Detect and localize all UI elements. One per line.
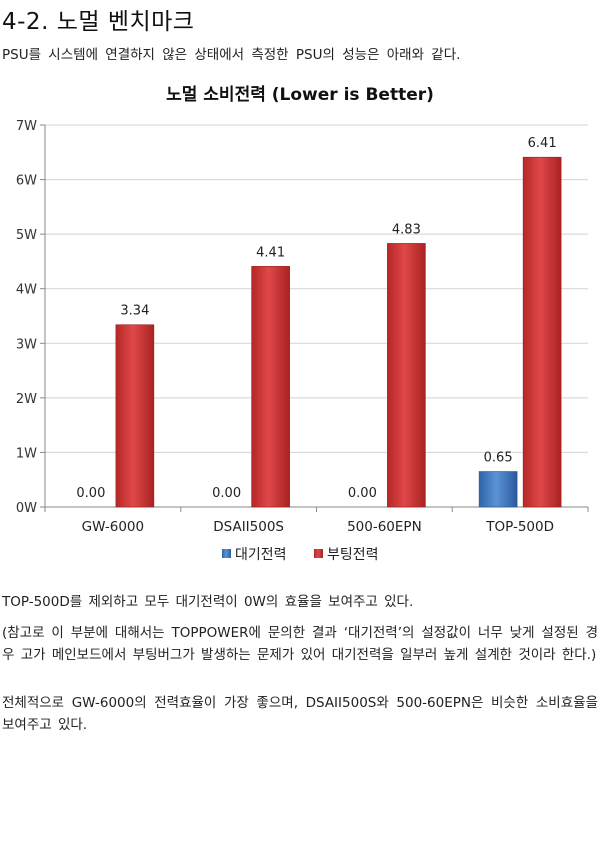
data-labels: 0.00 3.34 0.00 4.41 0.00 4.83 0.65 6.41 <box>76 136 556 501</box>
y-tick-label: 7W <box>16 119 37 134</box>
paragraph-3: 전체적으로 GW-6000의 전력효율이 가장 좋으며, DSAII500S와 … <box>2 695 598 733</box>
legend-swatch-boot <box>314 549 323 558</box>
x-tick-label: DSAII500S <box>213 519 284 535</box>
intro-text: PSU를 시스템에 연결하지 않은 상태에서 측정한 PSU의 성능은 아래와 … <box>2 47 461 63</box>
legend: 대기전력 부팅전력 <box>222 547 379 563</box>
data-label: 6.41 <box>528 136 557 151</box>
bar-boot-1 <box>251 266 290 508</box>
paragraph-2: (참고로 이 부분에 대해서는 TOPPOWER에 문의한 결과 ‘대기전력’의… <box>2 625 598 663</box>
y-tick-label: 0W <box>16 501 37 516</box>
y-tick-label: 2W <box>16 392 37 407</box>
bar-standby-3 <box>478 471 518 508</box>
data-label: 4.41 <box>256 245 285 260</box>
data-label: 0.00 <box>212 486 241 501</box>
legend-swatch-standby <box>222 549 231 558</box>
power-chart: 노멀 소비전력 (Lower is Better) 0W 1W 2W 3W 4W 5W 6W… <box>0 72 600 582</box>
legend-label: 대기전력 <box>235 547 287 563</box>
bar-boot-2 <box>387 243 426 508</box>
y-tick-label: 5W <box>16 228 37 243</box>
y-tick-label: 4W <box>16 283 37 298</box>
bar-boot-3 <box>522 156 562 508</box>
data-label: 3.34 <box>120 304 149 319</box>
x-tick-label: GW-6000 <box>82 519 145 535</box>
data-label: 0.65 <box>484 451 513 466</box>
bars <box>115 156 562 508</box>
power-chart-svg: 노멀 소비전력 (Lower is Better) 0W 1W 2W 3W 4W 5W 6W… <box>16 84 589 563</box>
legend-label: 부팅전력 <box>327 547 379 563</box>
section-heading: 4-2. 노멀 벤치마크 <box>2 9 195 35</box>
y-tick-label: 6W <box>16 174 37 189</box>
y-tick-label: 3W <box>16 337 37 352</box>
data-label: 0.00 <box>76 486 105 501</box>
paragraph-1: TOP-500D를 제외하고 모두 대기전력이 0W의 효율을 보여주고 있다. <box>2 594 414 610</box>
x-tick-label: TOP-500D <box>485 519 554 535</box>
x-axis-ticks: GW-6000 DSAII500S 500-60EPN TOP-500D <box>82 519 554 535</box>
y-tick-label: 1W <box>16 446 37 461</box>
data-label: 4.83 <box>392 222 421 237</box>
bar-boot-0 <box>115 324 155 508</box>
x-tick-label: 500-60EPN <box>347 519 422 535</box>
y-axis-ticks: 0W 1W 2W 3W 4W 5W 6W 7W <box>16 119 37 516</box>
data-label: 0.00 <box>348 486 377 501</box>
chart-title: 노멀 소비전력 (Lower is Better) <box>166 84 434 105</box>
